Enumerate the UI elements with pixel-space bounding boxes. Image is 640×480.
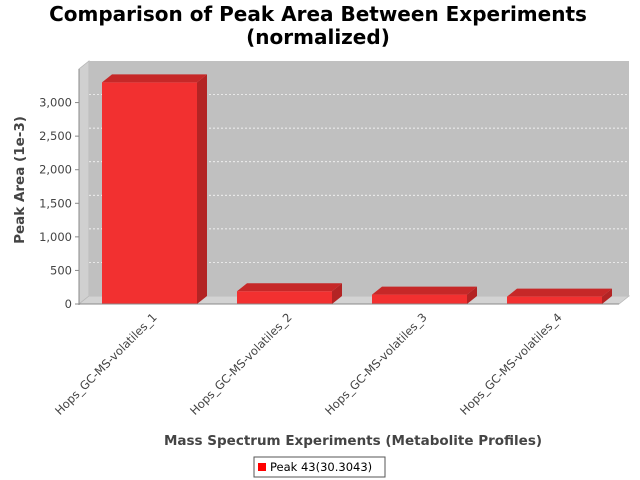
plot-area: 0 500 1,000 1,500 2,000 2,500 3,000 Hops_GC-MS… (39, 60, 631, 418)
y-tick-label: 0 (65, 297, 72, 311)
x-tick-label: Hops_GC-MS-volatiles_4 (457, 310, 564, 417)
bar-front (507, 296, 602, 304)
y-axis-label: Peak Area (1e-3) (12, 116, 28, 244)
bar-side (332, 283, 342, 304)
bar-side (467, 286, 477, 304)
y-axis-ticks: 0 500 1,000 1,500 2,000 2,500 3,000 (39, 96, 79, 311)
legend-box (253, 456, 386, 478)
y-tick-label: 1,500 (39, 196, 72, 210)
x-tick-label: Hops_GC-MS-volatiles_3 (322, 310, 429, 417)
bars (102, 74, 612, 304)
legend-entry: Peak 43(30.3043) (270, 460, 372, 474)
bar-4 (507, 288, 612, 304)
chart-title-line1: Comparison of Peak Area Between Experime… (49, 2, 587, 26)
y-tick-label: 1,000 (39, 230, 72, 244)
y-tick-label: 3,000 (39, 96, 72, 110)
bar-1 (102, 74, 207, 304)
y-tick-label: 500 (50, 263, 72, 277)
bar-top (237, 283, 342, 292)
bar-side (602, 288, 612, 304)
x-tick-label: Hops_GC-MS-volatiles_2 (187, 310, 294, 417)
bar-front (372, 294, 467, 304)
bar-top (507, 288, 612, 297)
x-axis-label: Mass Spectrum Experiments (Metabolite Pr… (164, 433, 542, 449)
legend-swatch (258, 463, 266, 471)
bar-3 (372, 286, 477, 304)
y-tick-label: 2,000 (39, 163, 72, 177)
bar-top (372, 286, 477, 295)
y-tick-label: 2,500 (39, 129, 72, 143)
x-axis-ticks: Hops_GC-MS-volatiles_1 Hops_GC-MS-volatil… (52, 310, 564, 417)
plot-side-wall (78, 60, 90, 305)
bar-front (102, 82, 197, 304)
bar-top (102, 74, 207, 83)
x-tick-label: Hops_GC-MS-volatiles_1 (52, 310, 159, 417)
bar-2 (237, 283, 342, 304)
legend: Peak 43(30.3043) (253, 456, 386, 478)
bar-front (237, 291, 332, 304)
bar-side (197, 74, 207, 304)
chart-title-line2: (normalized) (246, 25, 390, 49)
